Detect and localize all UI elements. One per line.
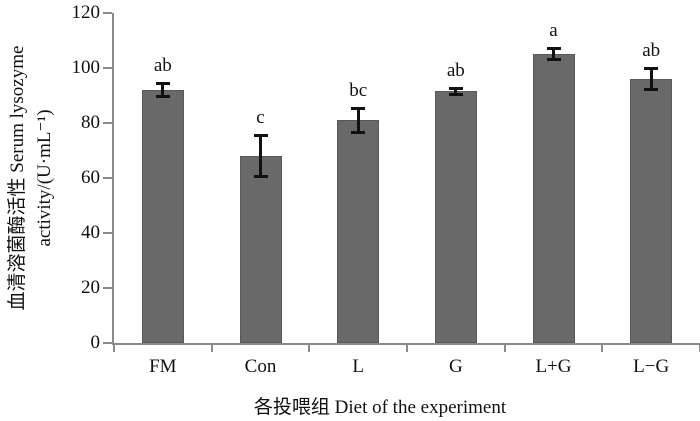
error-bar: [546, 47, 561, 62]
y-tick: [103, 342, 112, 344]
y-axis-title-line1: 血清溶菌酶活性 Serum lysozyme: [7, 45, 28, 311]
x-tick: [601, 343, 604, 352]
error-bar: [448, 87, 463, 96]
sig-letter: ab: [153, 54, 172, 76]
y-tick-label: 120: [71, 2, 101, 23]
x-tick: [406, 343, 408, 352]
bar: [434, 91, 477, 343]
y-tick: [103, 12, 112, 14]
bar: [337, 120, 380, 343]
err-cap-bottom: [448, 92, 463, 96]
x-tick: [113, 343, 115, 352]
error-bar: [155, 81, 170, 99]
sig-letter: ab: [642, 39, 661, 61]
x-cat-label: FM: [149, 356, 177, 377]
x-tick: [308, 343, 311, 352]
x-tick: [210, 343, 213, 352]
err-cap-bottom: [546, 58, 561, 62]
y-tick-label: 60: [81, 167, 100, 188]
y-tick: [103, 232, 112, 234]
x-cat-label: L: [352, 356, 364, 377]
x-cat-label: G: [448, 356, 463, 377]
error-bar: [351, 106, 366, 134]
x-cat-label: L−G: [633, 356, 670, 377]
sig-letter: bc: [349, 79, 368, 101]
y-tick-label: 100: [71, 57, 101, 78]
err-cap-bottom: [155, 95, 170, 99]
bar: [239, 156, 282, 343]
y-tick-label: 40: [81, 222, 100, 243]
err-line: [161, 81, 165, 99]
err-line: [356, 106, 360, 134]
x-cat-label: L+G: [535, 356, 572, 377]
y-tick-label: 20: [81, 277, 100, 298]
err-line: [552, 47, 555, 62]
error-bar: [644, 66, 659, 92]
sig-letter: a: [549, 20, 558, 42]
err-cap-bottom: [351, 131, 366, 134]
err-line: [259, 134, 262, 178]
y-tick: [103, 122, 112, 124]
y-tick: [103, 287, 112, 289]
y-tick-label: 80: [81, 112, 100, 133]
sig-letter: ab: [446, 60, 465, 82]
bar: [141, 90, 184, 343]
err-line: [649, 66, 653, 92]
err-cap-bottom: [644, 88, 659, 92]
x-tick: [503, 343, 506, 352]
bar: [630, 79, 673, 343]
error-bar: [253, 134, 268, 178]
x-axis-title: 各投喂组 Diet of the experiment: [253, 397, 507, 418]
y-tick-label: 0: [90, 332, 101, 353]
sig-letter: c: [256, 107, 265, 128]
err-cap-bottom: [253, 175, 268, 178]
y-tick: [103, 177, 112, 179]
y-tick: [103, 67, 112, 69]
err-line: [454, 87, 458, 96]
bar: [532, 54, 575, 343]
x-cat-label: Con: [244, 356, 277, 377]
